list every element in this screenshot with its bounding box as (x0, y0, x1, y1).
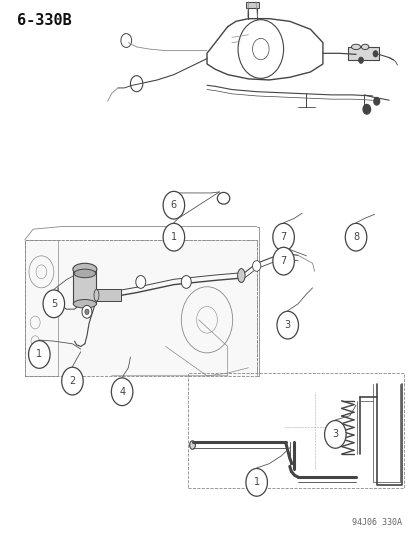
Circle shape (276, 311, 298, 339)
Text: 3: 3 (332, 430, 337, 439)
Circle shape (28, 341, 50, 368)
Circle shape (62, 367, 83, 395)
Bar (188, 373, 403, 488)
Ellipse shape (94, 289, 99, 301)
Ellipse shape (361, 44, 368, 50)
Text: 1: 1 (253, 478, 259, 487)
Circle shape (111, 378, 133, 406)
Circle shape (245, 469, 267, 496)
Text: 7: 7 (280, 256, 286, 266)
Circle shape (272, 223, 294, 251)
Text: 6-330B: 6-330B (17, 13, 71, 28)
Ellipse shape (237, 269, 244, 282)
Circle shape (362, 104, 370, 114)
Circle shape (373, 98, 379, 105)
Circle shape (82, 305, 92, 318)
Text: 7: 7 (280, 232, 286, 242)
Circle shape (85, 309, 89, 314)
Circle shape (344, 223, 366, 251)
Text: 94J06 330A: 94J06 330A (351, 518, 401, 527)
Text: 1: 1 (171, 232, 176, 242)
Bar (246, 2, 258, 8)
Ellipse shape (351, 44, 360, 50)
Circle shape (324, 421, 345, 448)
Ellipse shape (189, 441, 195, 449)
Circle shape (163, 223, 184, 251)
Text: 4: 4 (119, 387, 125, 397)
Circle shape (358, 57, 363, 63)
Bar (347, 47, 378, 60)
Text: 1: 1 (36, 350, 42, 359)
Bar (73, 269, 96, 304)
Text: 5: 5 (50, 299, 57, 309)
Circle shape (272, 247, 294, 275)
Circle shape (121, 34, 131, 47)
Bar (25, 240, 256, 376)
Bar (96, 289, 121, 301)
Text: 6: 6 (171, 200, 176, 210)
Circle shape (43, 290, 64, 318)
Circle shape (135, 276, 145, 288)
Circle shape (163, 191, 184, 219)
Ellipse shape (217, 192, 229, 204)
Text: 8: 8 (352, 232, 358, 242)
Circle shape (130, 76, 142, 92)
Circle shape (181, 276, 191, 288)
Text: 2: 2 (69, 376, 76, 386)
Circle shape (252, 261, 260, 271)
Circle shape (372, 51, 377, 57)
Ellipse shape (73, 300, 96, 308)
Ellipse shape (73, 263, 97, 275)
Ellipse shape (74, 269, 95, 278)
Text: 3: 3 (284, 320, 290, 330)
